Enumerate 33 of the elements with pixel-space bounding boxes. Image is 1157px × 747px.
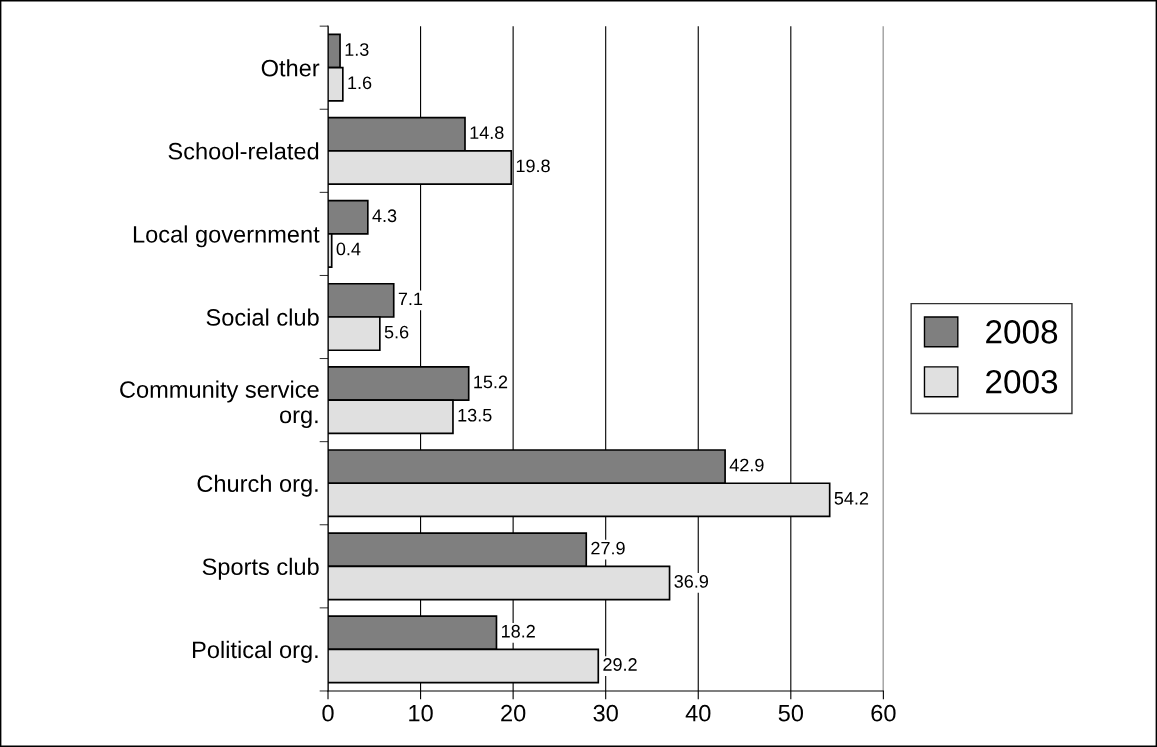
data-label: 14.8 — [470, 126, 504, 140]
data-label: 36.9 — [674, 575, 709, 588]
data-label: 18.2 — [502, 624, 535, 638]
data-label: 19.8 — [516, 159, 550, 173]
x-tick-label: 20 — [501, 704, 526, 722]
data-label: 54.2 — [834, 491, 869, 505]
y-tick-label: Church org. — [197, 474, 318, 497]
x-tick-label: 10 — [409, 704, 433, 722]
y-tick-label: School-related — [168, 142, 319, 160]
y-tick-label: Political org. — [193, 640, 318, 663]
data-label: 13.5 — [458, 408, 492, 422]
data-label: 29.2 — [603, 658, 637, 671]
data-label: 4.3 — [372, 209, 397, 223]
y-tick-label: Other — [261, 59, 320, 77]
legend-label: 2003 — [986, 369, 1058, 394]
y-tick-label: Sports club — [202, 557, 319, 580]
data-label: 27.9 — [591, 541, 625, 555]
data-label: 0.4 — [336, 242, 361, 256]
y-tick-label: Community service org. — [120, 380, 319, 428]
legend-label: 2008 — [986, 320, 1058, 344]
y-tick-label: Social club — [206, 308, 319, 326]
data-label: 1.3 — [345, 43, 369, 56]
data-label: 1.6 — [348, 76, 372, 90]
data-label: 15.2 — [474, 375, 508, 389]
x-tick-label: 30 — [593, 704, 618, 722]
x-tick-label: 0 — [322, 704, 334, 722]
data-label: 7.1 — [398, 292, 423, 306]
x-tick-label: 40 — [685, 704, 711, 722]
data-label: 42.9 — [729, 458, 764, 472]
data-label: 5.6 — [384, 325, 409, 339]
y-tick-label: Local government — [133, 225, 320, 248]
x-tick-label: 60 — [871, 704, 896, 722]
x-tick-label: 50 — [778, 704, 804, 722]
